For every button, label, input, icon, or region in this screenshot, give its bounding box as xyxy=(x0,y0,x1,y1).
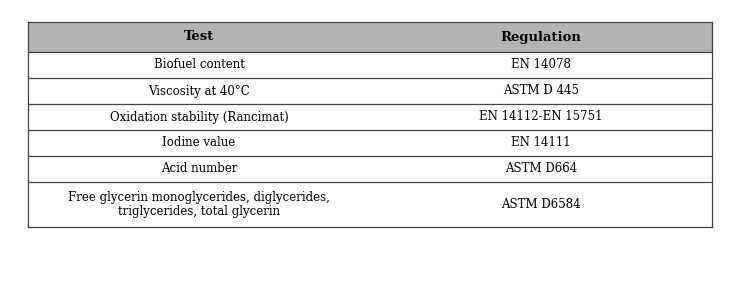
Bar xyxy=(28,22,712,52)
Text: Test: Test xyxy=(184,31,214,43)
Text: ASTM D664: ASTM D664 xyxy=(505,162,577,175)
Text: Regulation: Regulation xyxy=(500,31,582,43)
Text: EN 14112-EN 15751: EN 14112-EN 15751 xyxy=(480,111,603,124)
Bar xyxy=(28,130,712,156)
Bar xyxy=(28,156,712,182)
Text: ASTM D 445: ASTM D 445 xyxy=(503,84,579,98)
Text: Oxidation stability (Rancimat): Oxidation stability (Rancimat) xyxy=(110,111,289,124)
Text: EN 14078: EN 14078 xyxy=(511,58,571,71)
Bar xyxy=(28,182,712,227)
Text: Acid number: Acid number xyxy=(161,162,238,175)
Bar xyxy=(28,52,712,78)
Bar xyxy=(28,78,712,104)
Text: Biofuel content: Biofuel content xyxy=(154,58,244,71)
Text: Viscosity at 40°C: Viscosity at 40°C xyxy=(148,84,250,98)
Bar xyxy=(28,104,712,130)
Text: EN 14111: EN 14111 xyxy=(511,137,571,149)
Text: Free glycerin monoglycerides, diglycerides,
triglycerides, total glycerin: Free glycerin monoglycerides, diglycerid… xyxy=(68,190,330,219)
Text: Iodine value: Iodine value xyxy=(162,137,235,149)
Text: ASTM D6584: ASTM D6584 xyxy=(501,198,581,211)
